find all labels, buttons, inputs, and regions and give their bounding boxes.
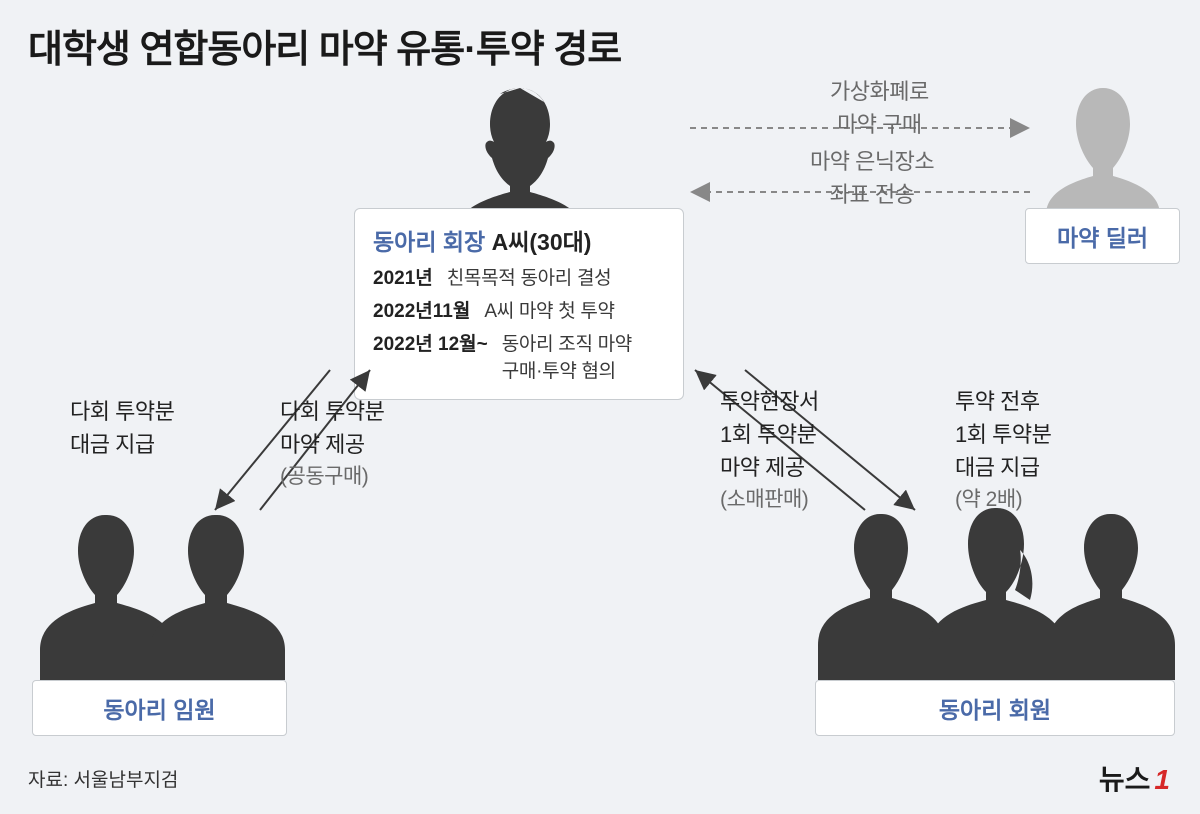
officers-up-main: 다회 투약분 마약 제공	[280, 395, 384, 461]
president-title: 동아리 회장 A씨(30대)	[373, 223, 665, 257]
members-down-sub: (약 2배)	[955, 484, 1051, 516]
president-role: 동아리 회장	[373, 229, 485, 255]
timeline-row: 2021년 친목목적 동아리 결성	[373, 263, 665, 290]
timeline-desc: 동아리 조직 마약 구매·투약 혐의	[502, 329, 632, 383]
members-up-main: 투약현장서 1회 투약분 마약 제공	[720, 385, 819, 484]
members-down-main: 투약 전후 1회 투약분 대금 지급	[955, 385, 1051, 484]
president-name: A씨(30대)	[485, 229, 591, 255]
members-down-label: 투약 전후 1회 투약분 대금 지급 (약 2배)	[955, 385, 1051, 516]
officers-down-label: 다회 투약분 대금 지급	[70, 395, 174, 461]
logo-num: 1	[1154, 764, 1170, 796]
dealer-label: 마약 딜러	[1025, 208, 1180, 264]
officers-label: 동아리 임원	[32, 680, 287, 736]
officers-up-sub: (공동구매)	[280, 461, 384, 493]
members-silhouette	[810, 500, 1180, 680]
timeline-row: 2022년 12월~ 동아리 조직 마약 구매·투약 혐의	[373, 329, 665, 383]
members-label: 동아리 회원	[815, 680, 1175, 736]
members-up-label: 투약현장서 1회 투약분 마약 제공 (소매판매)	[720, 385, 819, 516]
timeline-year: 2022년 12월~	[373, 329, 488, 383]
logo-text: 뉴스	[1099, 758, 1151, 798]
timeline-desc: 친목목적 동아리 결성	[447, 263, 612, 290]
dealer-down-label: 마약 은닉장소 좌표 전송	[810, 145, 934, 211]
president-silhouette	[450, 80, 590, 225]
timeline-row: 2022년11월 A씨 마약 첫 투약	[373, 296, 665, 323]
publisher-logo: 뉴스 1	[1099, 758, 1170, 798]
page-title: 대학생 연합동아리 마약 유통·투약 경로	[28, 18, 621, 73]
timeline-desc: A씨 마약 첫 투약	[484, 296, 614, 323]
officers-up-label: 다회 투약분 마약 제공 (공동구매)	[280, 395, 384, 493]
officers-silhouette	[30, 505, 290, 680]
president-box: 동아리 회장 A씨(30대) 2021년 친목목적 동아리 결성 2022년11…	[354, 208, 684, 400]
timeline-year: 2022년11월	[373, 296, 470, 323]
dealer-silhouette	[1038, 80, 1168, 215]
source-label: 자료: 서울남부지검	[28, 765, 178, 792]
dealer-up-label: 가상화폐로 마약 구매	[830, 75, 929, 141]
timeline-year: 2021년	[373, 263, 433, 290]
members-up-sub: (소매판매)	[720, 484, 819, 516]
